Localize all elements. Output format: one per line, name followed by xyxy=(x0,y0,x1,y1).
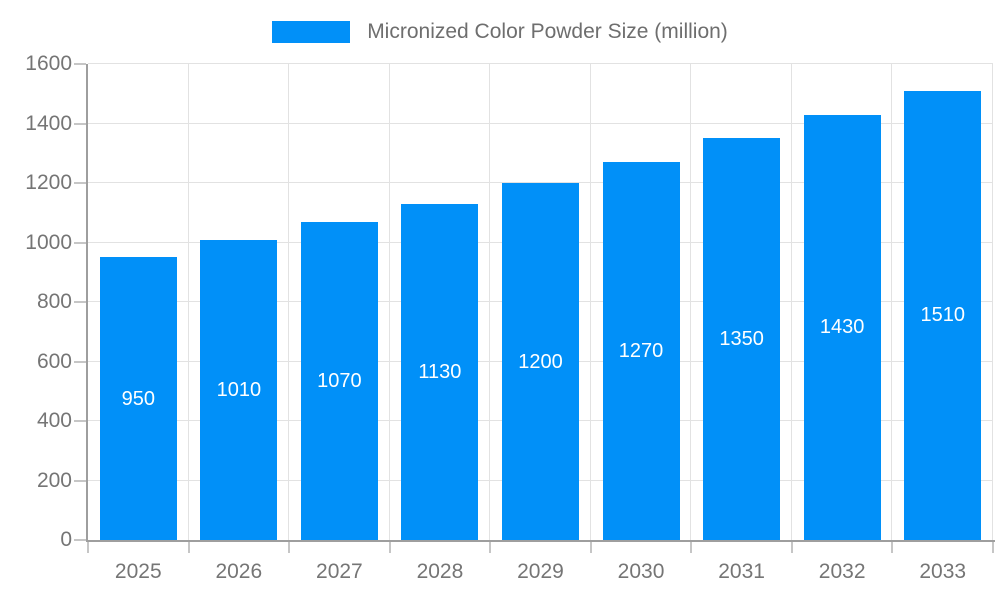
x-tick xyxy=(790,542,793,553)
y-axis-label: 1000 xyxy=(25,230,72,254)
legend-label: Micronized Color Powder Size (million) xyxy=(367,20,728,43)
x-axis-label: 2032 xyxy=(818,560,866,583)
legend[interactable]: Micronized Color Powder Size (million) xyxy=(0,20,1000,44)
x-axis-label: 2025 xyxy=(114,560,162,583)
bar-value-label: 950 xyxy=(121,387,155,410)
x-axis-label: 2027 xyxy=(316,560,363,583)
bar xyxy=(904,90,982,540)
y-axis-label: 1400 xyxy=(25,111,72,135)
bar xyxy=(300,221,378,540)
y-axis-label: 0 xyxy=(60,528,72,551)
y-tick xyxy=(74,301,86,303)
bar xyxy=(602,162,680,540)
gridline-h xyxy=(88,122,993,124)
x-axis-line xyxy=(86,540,995,542)
y-tick xyxy=(74,539,86,541)
y-axis-line xyxy=(86,64,88,542)
y-axis-label: 400 xyxy=(36,409,72,432)
bar xyxy=(99,257,177,540)
y-tick xyxy=(74,63,86,65)
x-tick xyxy=(690,542,693,553)
gridline-v xyxy=(589,64,591,540)
bar xyxy=(200,239,278,540)
bar-value-label: 1010 xyxy=(216,378,262,401)
bar xyxy=(803,114,881,540)
bar-value-label: 1430 xyxy=(819,316,865,339)
x-tick xyxy=(388,542,391,553)
x-tick xyxy=(187,542,190,553)
gridline-v xyxy=(187,64,189,540)
x-tick xyxy=(87,542,89,553)
y-tick xyxy=(74,182,86,184)
x-axis-label: 2030 xyxy=(617,560,665,583)
plot-area: 950 1010 1070 1130 1200 1270 1350 1430 1510 xyxy=(88,63,993,540)
gridline-v xyxy=(790,64,792,540)
y-tick xyxy=(74,122,86,125)
bar xyxy=(401,203,479,540)
bar xyxy=(703,138,781,540)
x-axis-label: 2028 xyxy=(416,560,464,583)
y-tick xyxy=(74,360,86,363)
y-axis-label: 200 xyxy=(36,468,72,492)
bar-value-label: 1200 xyxy=(518,350,563,373)
y-axis-label: 600 xyxy=(36,349,72,373)
gridline-v xyxy=(489,64,491,540)
x-axis-label: 2029 xyxy=(517,560,564,583)
x-tick xyxy=(288,542,291,553)
gridline-h xyxy=(88,182,993,183)
bar-value-label: 1070 xyxy=(317,369,362,392)
y-axis-label: 800 xyxy=(36,290,72,313)
x-axis-label: 2031 xyxy=(718,560,765,583)
y-tick xyxy=(74,420,86,422)
x-tick xyxy=(589,542,592,553)
gridline-v xyxy=(891,64,893,540)
x-tick xyxy=(992,542,994,553)
gridline-v xyxy=(992,64,993,540)
x-tick xyxy=(891,542,894,553)
y-tick xyxy=(74,241,86,244)
gridline-v xyxy=(388,64,390,540)
bar-value-label: 1270 xyxy=(618,340,664,363)
bar-value-label: 1130 xyxy=(418,360,462,383)
x-axis-label: 2026 xyxy=(215,560,263,583)
y-axis-label: 1200 xyxy=(25,171,72,194)
y-axis-label: 1600 xyxy=(25,52,72,75)
x-axis-label: 2033 xyxy=(919,560,967,583)
bar-value-label: 1350 xyxy=(719,328,764,351)
x-tick xyxy=(489,542,492,553)
bar xyxy=(502,183,579,540)
gridline-v xyxy=(690,64,692,540)
gridline-v xyxy=(288,64,290,540)
gridline-h xyxy=(88,63,993,64)
bar-value-label: 1510 xyxy=(920,304,965,327)
legend-swatch xyxy=(272,21,351,43)
y-tick xyxy=(74,479,86,482)
